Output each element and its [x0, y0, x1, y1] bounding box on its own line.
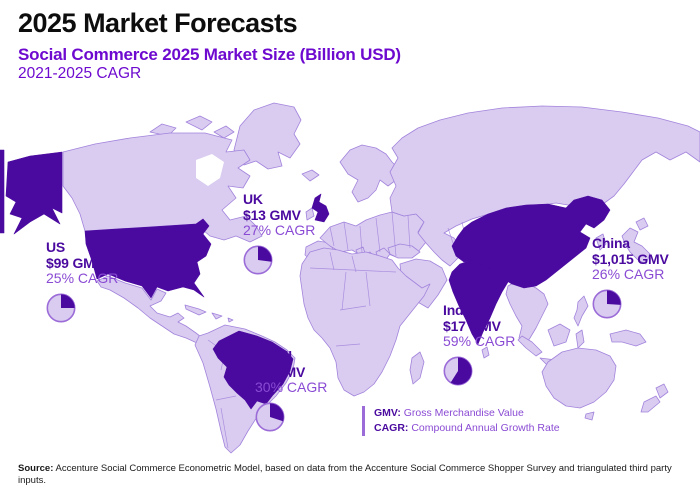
market-callout-uk: UK $13 GMV 27% CAGR — [243, 191, 316, 275]
market-name: China — [592, 235, 630, 251]
market-gmv: $1,015 GMV — [592, 250, 669, 267]
map-highlighted-countries — [0, 149, 611, 410]
legend-definition: Gross Merchandise Value — [400, 407, 524, 419]
header: 2025 Market Forecasts Social Commerce 20… — [18, 8, 401, 83]
market-name: India — [443, 302, 475, 318]
cagr-pie-chart-china — [592, 289, 622, 318]
page-title: 2025 Market Forecasts — [18, 8, 298, 38]
metric-line: 2021-2025 CAGR — [18, 65, 142, 82]
country-uk — [311, 193, 330, 223]
source-text: Accenture Social Commerce Econometric Mo… — [18, 463, 672, 486]
market-name: US — [46, 239, 66, 255]
country-japan — [621, 227, 651, 265]
country-brazil — [212, 330, 294, 410]
abbreviation-legend: GMV: Gross Merchandise Value CAGR: Compo… — [362, 406, 560, 436]
market-cagr: 30% CAGR — [255, 379, 328, 395]
legend-term: CAGR: — [374, 422, 409, 434]
country-russia — [389, 105, 700, 267]
market-cagr: 59% CAGR — [443, 333, 516, 349]
country-us — [84, 218, 212, 299]
market-cagr: 27% CAGR — [243, 222, 316, 238]
source-note: Source: Accenture Social Commerce Econom… — [18, 463, 688, 487]
cagr-pie-chart-india — [443, 356, 473, 385]
country-mexico — [96, 275, 213, 352]
legend-term: GMV: — [374, 407, 401, 419]
legend-row-cagr: CAGR: Compound Annual Growth Rate — [374, 421, 560, 436]
source-label: Source: — [18, 463, 54, 474]
market-cagr: 25% CAGR — [46, 270, 119, 286]
chart-subtitle: Social Commerce 2025 Market Size (Billio… — [18, 45, 401, 64]
market-gmv: $17 GMV — [443, 317, 501, 334]
country-australia — [541, 347, 617, 409]
legend-row-gmv: GMV: Gross Merchandise Value — [374, 406, 560, 421]
legend-definition: Compound Annual Growth Rate — [408, 422, 560, 434]
cagr-pie-chart-uk — [243, 245, 273, 274]
market-gmv: $5 GMV — [255, 363, 306, 380]
country-canada — [62, 132, 263, 243]
market-callout-us: US $99 GMV 25% CAGR — [46, 239, 119, 323]
market-callout-brazil: Brazil $5 GMV 30% CAGR — [255, 348, 328, 432]
country-china — [451, 195, 611, 289]
continent-africa — [299, 247, 431, 397]
market-name: UK — [243, 191, 263, 207]
country-greenland — [233, 102, 302, 170]
market-callout-india: India $17 GMV 59% CAGR — [443, 302, 516, 386]
country-us-alaska — [5, 151, 63, 235]
market-cagr: 26% CAGR — [592, 266, 665, 282]
market-callout-china: China $1,015 GMV 26% CAGR — [592, 235, 669, 319]
cagr-pie-chart-us — [46, 293, 76, 322]
country-us-left-strip — [0, 149, 5, 234]
market-gmv: $99 GMV — [46, 254, 104, 271]
cagr-pie-chart-brazil — [255, 402, 285, 431]
market-gmv: $13 GMV — [243, 206, 301, 223]
market-name: Brazil — [255, 348, 292, 364]
